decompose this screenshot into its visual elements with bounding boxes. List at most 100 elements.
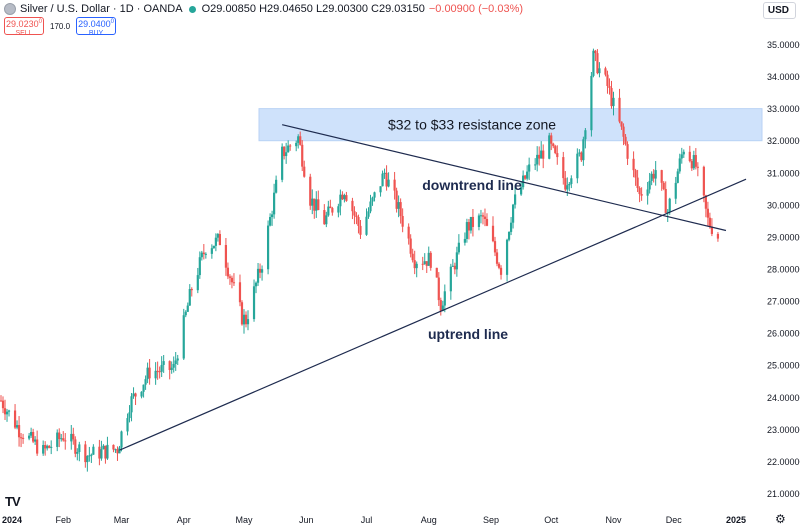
candle [60, 433, 63, 442]
y-tick-label: 35.00000 [767, 40, 800, 50]
candle [13, 404, 17, 430]
gear-icon[interactable]: ⚙ [775, 512, 786, 526]
buy-button[interactable]: 29.04000 BUY [76, 17, 117, 37]
sell-button[interactable]: 29.02300 SELL [4, 17, 44, 37]
candle [423, 253, 426, 265]
candle [168, 360, 171, 380]
candle [457, 234, 460, 255]
spread-value: 170.0 [50, 21, 71, 31]
candle [520, 181, 523, 196]
candle [216, 232, 219, 242]
candle [570, 175, 573, 189]
sell-label: SELL [15, 30, 33, 37]
candle [228, 274, 232, 285]
candle [562, 151, 565, 185]
candle [84, 440, 87, 468]
candle [369, 194, 372, 214]
candle [258, 263, 262, 279]
candle [692, 150, 695, 171]
candle [21, 433, 25, 444]
candle [303, 160, 306, 178]
candle [190, 287, 193, 297]
downtrend-label: downtrend line [422, 177, 522, 193]
price-change: −0.00900 (−0.03%) [428, 3, 524, 15]
buy-price-superscript: 0 [110, 19, 114, 25]
currency-selector[interactable]: USD [762, 2, 796, 19]
candle [479, 209, 483, 224]
y-tick-label: 32.00000 [767, 136, 800, 146]
candle [540, 141, 543, 159]
candle [7, 409, 11, 417]
candle [371, 196, 374, 206]
candle [353, 206, 356, 225]
candle [538, 146, 541, 166]
candle [513, 185, 517, 209]
candle [499, 265, 503, 280]
candle [704, 194, 707, 218]
x-tick-label: Jun [299, 515, 314, 525]
candle [439, 297, 442, 316]
candle [351, 197, 354, 220]
candle [524, 174, 527, 180]
symbol-title[interactable]: Silver / U.S. Dollar · 1D · OANDA [20, 3, 183, 15]
candle [184, 310, 187, 318]
x-tick-label: May [235, 515, 253, 525]
candle [74, 436, 77, 458]
downtrend-line[interactable] [282, 124, 727, 232]
candle [144, 375, 147, 390]
candle [415, 261, 418, 278]
uptrend-line[interactable] [119, 178, 747, 451]
candle [660, 169, 663, 191]
candle [469, 216, 473, 234]
candle [160, 356, 163, 378]
candle [210, 244, 213, 259]
candle [325, 211, 328, 228]
candle [134, 392, 137, 406]
y-tick-label: 27.00000 [767, 297, 800, 307]
candle [98, 439, 101, 466]
candle [598, 62, 601, 78]
candle [626, 141, 629, 165]
candle [383, 168, 386, 179]
candle [238, 274, 242, 307]
candle [678, 153, 681, 174]
candle [58, 428, 61, 448]
candle [17, 416, 21, 447]
candle [706, 201, 709, 227]
candle [268, 213, 272, 227]
candle [495, 248, 499, 267]
candle [654, 161, 657, 186]
candle [285, 142, 288, 164]
candle [323, 204, 326, 225]
trade-panel: 29.02300 SELL 170.0 29.04000 BUY [4, 17, 117, 37]
candle [212, 245, 215, 249]
candle [313, 198, 316, 219]
y-tick-label: 28.00000 [767, 264, 800, 274]
candle [176, 354, 179, 365]
candle [339, 189, 342, 216]
candle [202, 244, 205, 260]
candle [301, 140, 304, 172]
candle [646, 181, 649, 205]
candle [78, 441, 81, 462]
candle [224, 238, 228, 276]
symbol-header: Silver / U.S. Dollar · 1D · OANDA O29.00… [4, 3, 523, 15]
candle [317, 190, 320, 211]
buy-label: BUY [88, 30, 104, 37]
candle [76, 448, 79, 461]
x-tick-label: Aug [421, 515, 437, 525]
candle [477, 213, 481, 231]
candle [106, 436, 109, 460]
candle [266, 220, 270, 275]
candle [254, 281, 258, 294]
candle [491, 216, 495, 243]
candle [592, 48, 595, 78]
candle [584, 128, 587, 149]
candle [256, 263, 260, 286]
candle [246, 310, 250, 331]
candle [48, 445, 51, 449]
y-tick-label: 25.00000 [767, 361, 800, 371]
candle [632, 151, 635, 178]
candle [716, 232, 720, 242]
